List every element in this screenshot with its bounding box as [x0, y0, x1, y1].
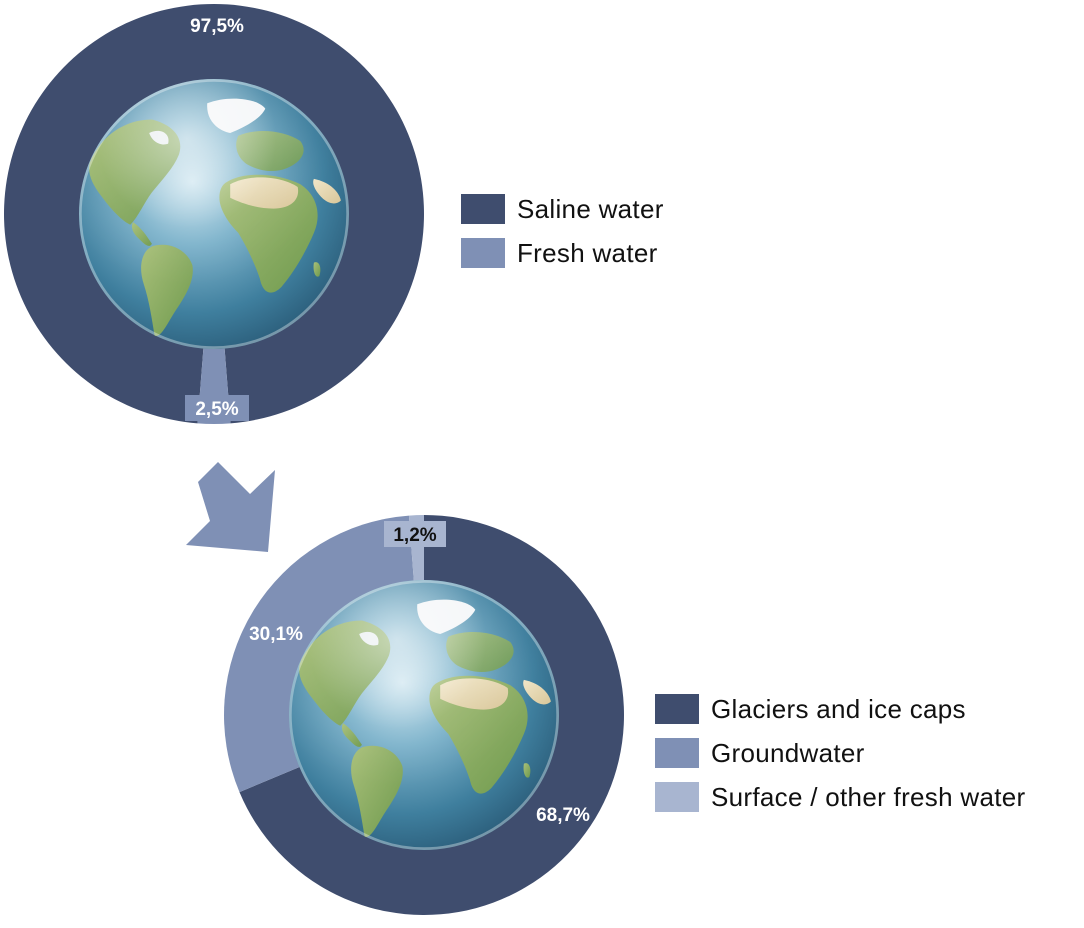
data-label-fresh-water: 2,5% — [195, 399, 238, 420]
legend-item-surface: Surface / other fresh water — [655, 782, 1025, 812]
earth-globe-icon — [79, 79, 349, 349]
legend-swatch-groundwater — [655, 738, 699, 768]
data-label-bg-surface-other-fresh-water — [384, 521, 446, 547]
legend-swatch-fresh — [461, 238, 505, 268]
legend-item-glaciers: Glaciers and ice caps — [655, 694, 1025, 724]
data-label-groundwater: 30,1% — [249, 624, 303, 645]
legend-swatch-surface — [655, 782, 699, 812]
pie-chart-1: 97,5% 2,5% — [4, 3, 425, 424]
legend-bottom: Glaciers and ice caps Groundwater Surfac… — [655, 694, 1025, 812]
data-label-bg-fresh-water — [185, 395, 249, 421]
earth-globe-icon — [289, 580, 559, 850]
legend-swatch-saline — [461, 194, 505, 224]
legend-item-groundwater: Groundwater — [655, 738, 1025, 768]
legend-label-saline: Saline water — [517, 193, 664, 224]
data-label-glaciers-and-ice-caps: 68,7% — [536, 805, 590, 826]
data-label-saline-water: 97,5% — [190, 16, 244, 37]
legend-label-groundwater: Groundwater — [711, 737, 865, 768]
arrow-down-right-icon — [186, 462, 275, 552]
legend-item-saline-water: Saline water — [461, 194, 664, 224]
legend-top: Saline water Fresh water — [461, 194, 664, 268]
data-label-surface-other-fresh-water: 1,2% — [393, 525, 436, 546]
legend-item-fresh-water: Fresh water — [461, 238, 664, 268]
legend-label-fresh: Fresh water — [517, 237, 658, 268]
legend-swatch-glaciers — [655, 694, 699, 724]
pie-chart-2: 68,7% 30,1% 1,2% — [224, 515, 625, 915]
legend-label-glaciers: Glaciers and ice caps — [711, 693, 966, 724]
legend-label-surface: Surface / other fresh water — [711, 781, 1026, 812]
